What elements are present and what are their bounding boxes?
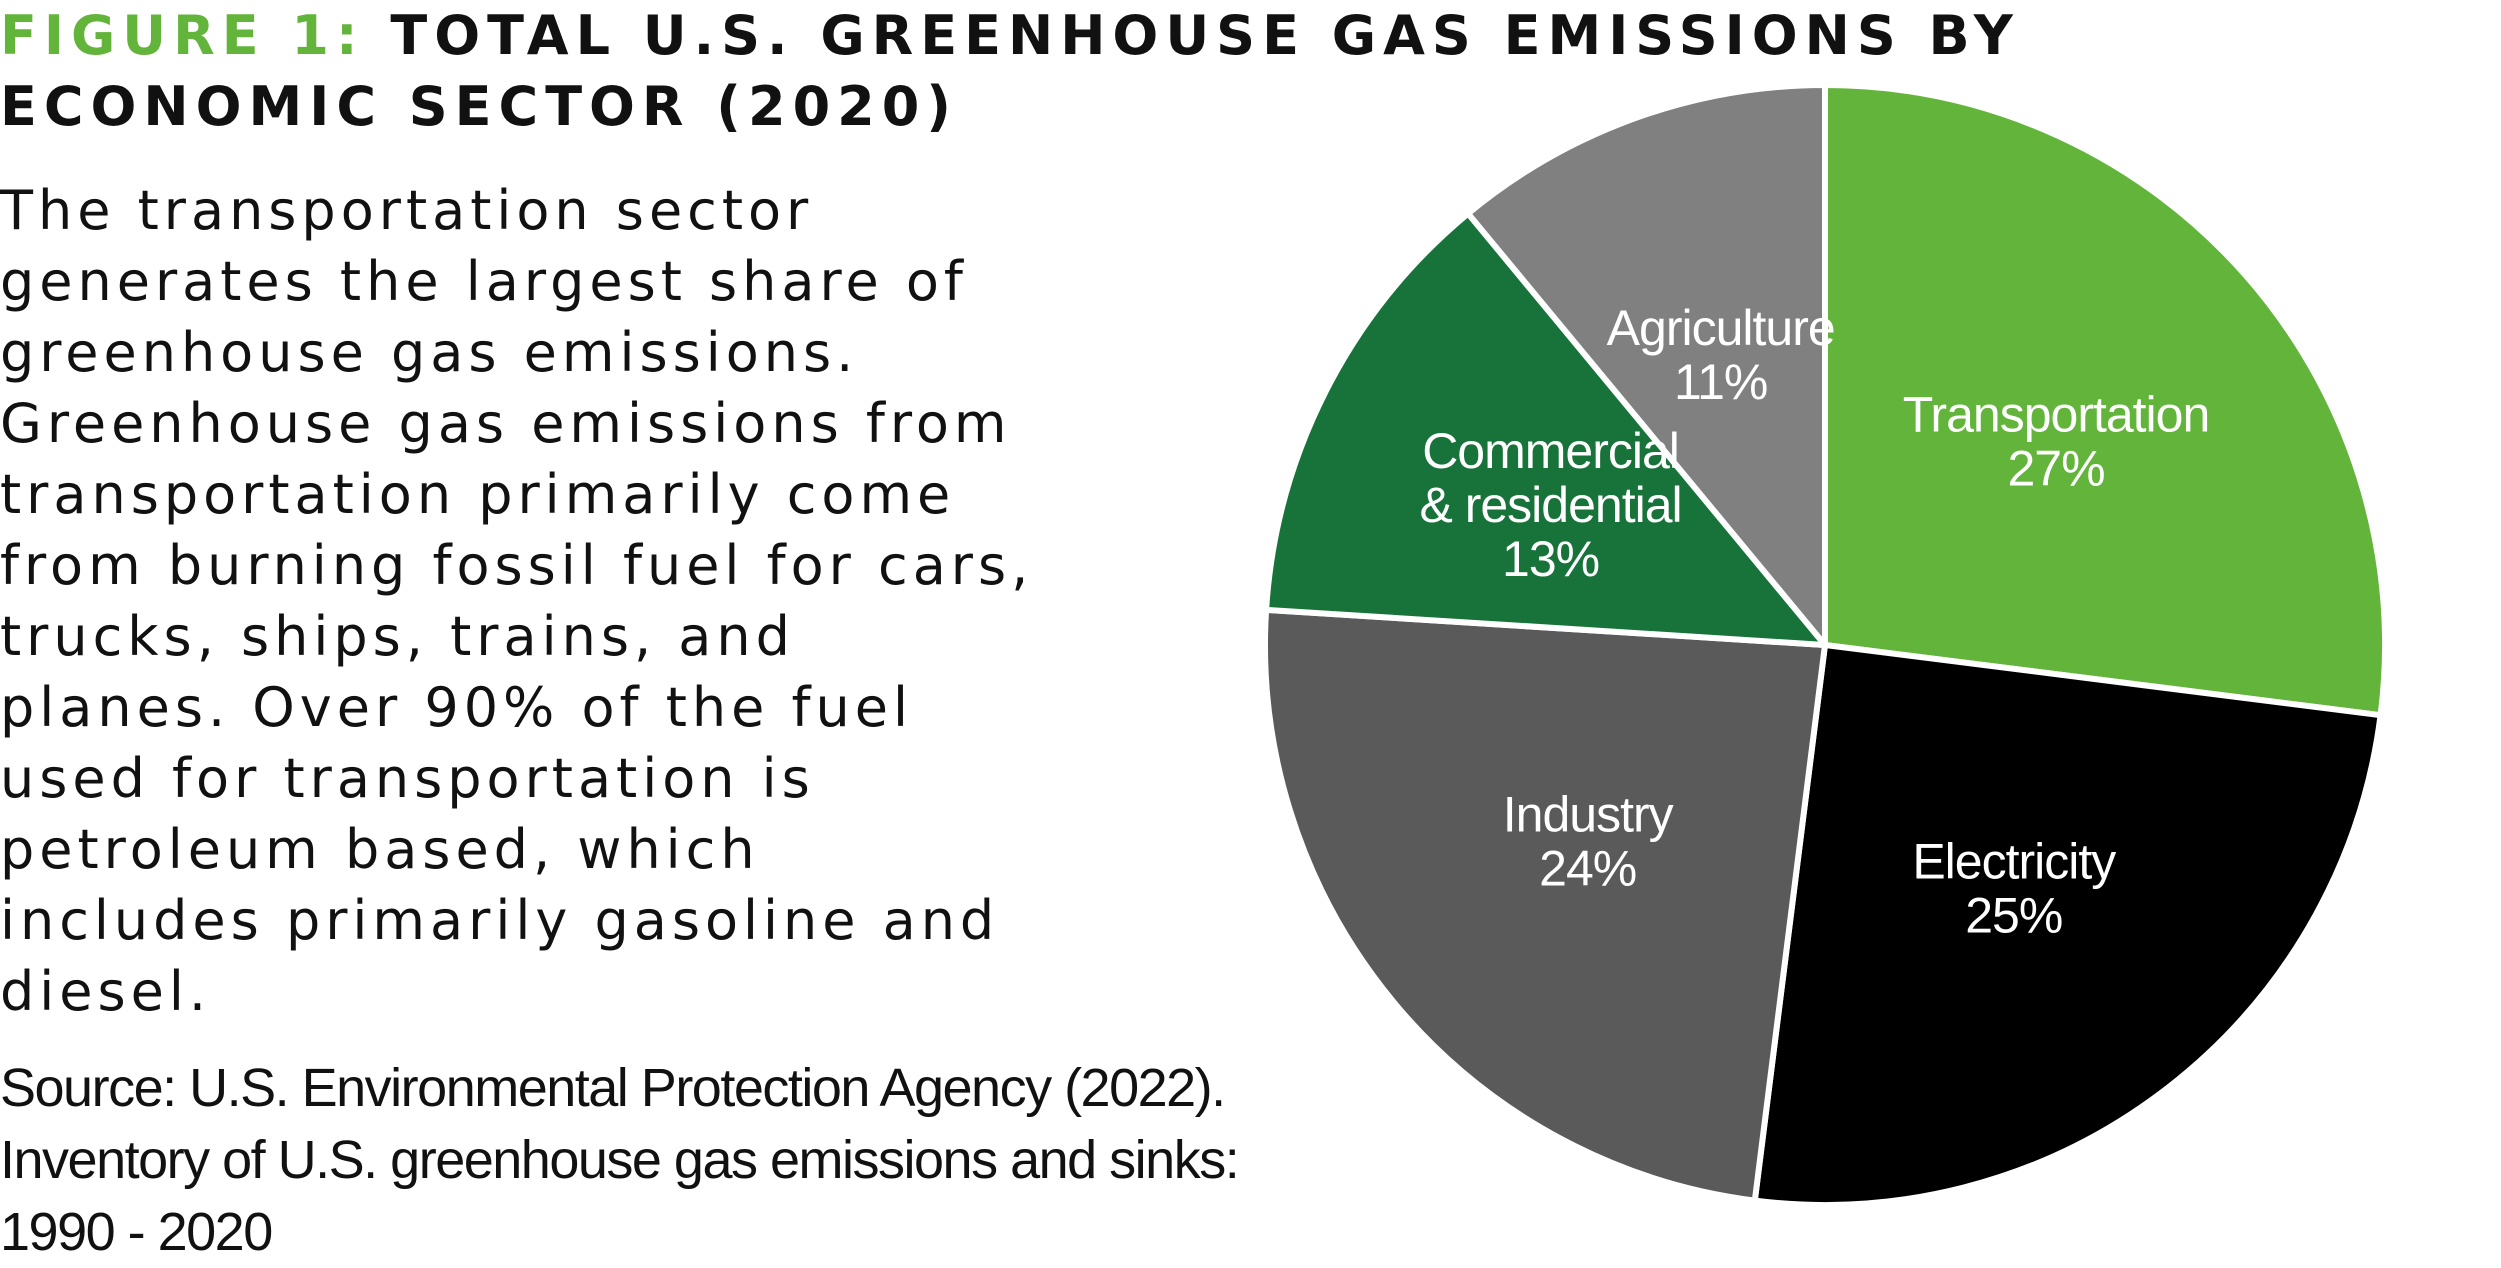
pie-category-label: Industry xyxy=(1503,786,1674,842)
pie-value-label: 13% xyxy=(1502,531,1599,587)
pie-category-label: Transportation xyxy=(1903,386,2210,442)
description-text: The transportation sector generates the … xyxy=(0,179,1034,1023)
source-line-3: 1990 - 2020 xyxy=(0,1202,273,1262)
pie-slice-electricity xyxy=(1751,642,2384,1208)
pie-label-commercial-residential: Commercial & residential 13% xyxy=(1419,423,1681,587)
pie-value-label: 25% xyxy=(1965,887,2062,943)
pie-value-label: 24% xyxy=(1539,840,1636,896)
pie-category-label: Agriculture xyxy=(1607,300,1835,356)
pie-label-industry: Industry 24% xyxy=(1503,786,1674,896)
pie-label-transportation: Transportation 27% xyxy=(1903,386,2210,496)
pie-labels: Transportation 27%Electricity 25%Industry 2… xyxy=(1419,300,2210,943)
pie-label-agriculture: Agriculture 11% xyxy=(1607,300,1835,410)
pie-chart: Transportation 27%Electricity 25%Industry 2… xyxy=(1262,82,2388,1208)
source-citation: Source: U.S. Environmental Protection Ag… xyxy=(0,1052,1320,1268)
pie-label-electricity: Electricity 25% xyxy=(1912,833,2116,943)
pie-category-label: & residential xyxy=(1419,477,1681,533)
pie-category-label: Electricity xyxy=(1912,833,2116,889)
pie-slice-agriculture xyxy=(1465,82,1828,648)
source-line-1: Source: U.S. Environmental Protection Ag… xyxy=(0,1058,1226,1118)
pie-value-label: 11% xyxy=(1674,354,1767,410)
pie-slice-industry xyxy=(1262,606,1828,1204)
source-line-2: Inventory of U.S. greenhouse gas emissio… xyxy=(0,1130,1240,1190)
pie-category-label: Commercial xyxy=(1422,423,1679,479)
pie-slices xyxy=(1262,82,2388,1208)
pie-slice-commercial-residential xyxy=(1263,210,1828,648)
figure-title-text: TOTAL U.S. GREENHOUSE GAS EMISSIONS BY E… xyxy=(0,4,2020,138)
pie-slice-transportation xyxy=(1822,82,2388,719)
figure-label: FIGURE 1: xyxy=(0,4,365,67)
figure-title: FIGURE 1: TOTAL U.S. GREENHOUSE GAS EMIS… xyxy=(0,0,2200,142)
pie-value-label: 27% xyxy=(2007,440,2104,496)
